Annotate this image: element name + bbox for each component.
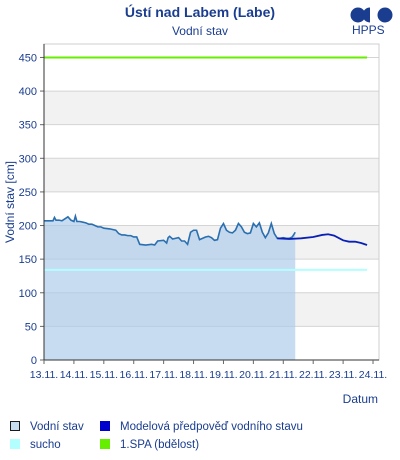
legend-item-spa1: 1.SPA (bdělost) xyxy=(100,439,199,451)
x-tick-label: 17.11. xyxy=(149,369,177,381)
x-tick-label: 22.11. xyxy=(299,369,327,381)
x-tick-label: 15.11. xyxy=(90,369,118,381)
grid-band xyxy=(44,91,379,125)
chart-title: Ústí nad Labem (Labe) xyxy=(124,4,276,20)
hpps-logo-mark xyxy=(350,7,393,23)
y-tick-label: 50 xyxy=(25,321,37,333)
legend-label-drought: sucho xyxy=(30,439,61,451)
x-tick-label: 19.11. xyxy=(209,369,237,381)
hpps-logo xyxy=(348,6,396,42)
observed-area xyxy=(44,216,296,360)
legend-label-spa1: 1.SPA (bdělost) xyxy=(120,439,200,451)
y-tick-label: 350 xyxy=(19,120,37,132)
observed-line xyxy=(44,213,296,247)
x-axis-title: Datum xyxy=(343,392,378,406)
forecast-line xyxy=(277,233,368,246)
x-tick-label: 14.11. xyxy=(60,369,88,381)
chart-subtitle: Vodní stav xyxy=(171,24,229,38)
x-tick-label: 21.11. xyxy=(269,369,297,381)
legend-label-forecast: Modelová předpověď vodního stavu xyxy=(120,421,303,433)
legend-label-observed: Vodní stav xyxy=(30,421,84,433)
y-tick-label: 250 xyxy=(19,187,37,199)
legend: Vodní stav Modelová předpověď vodního st… xyxy=(0,418,400,460)
grid-band xyxy=(44,158,379,192)
legend-swatch-spa1 xyxy=(100,439,110,449)
x-tick-label: 24.11. xyxy=(359,369,387,381)
y-tick-label: 450 xyxy=(19,52,37,64)
legend-item-forecast: Modelová předpověď vodního stavu xyxy=(100,421,303,433)
y-axis-title: Vodní stav [cm] xyxy=(3,161,17,243)
y-tick-label: 0 xyxy=(31,355,37,367)
x-tick-label: 18.11. xyxy=(179,369,207,381)
legend-item-drought: sucho xyxy=(10,439,61,451)
y-tick-label: 300 xyxy=(19,153,37,165)
y-tick-label: 200 xyxy=(19,221,37,233)
y-tick-label: 400 xyxy=(19,86,37,98)
hpps-logo-text: HPPS xyxy=(352,23,385,37)
y-tick-label: 100 xyxy=(19,288,37,300)
legend-swatch-drought xyxy=(10,439,20,449)
y-tick-label: 150 xyxy=(19,254,37,266)
legend-swatch-observed xyxy=(10,421,20,431)
x-tick-label: 13.11. xyxy=(30,369,58,381)
x-tick-label: 23.11. xyxy=(329,369,357,381)
legend-swatch-forecast xyxy=(100,421,110,431)
x-tick-label: 20.11. xyxy=(239,369,267,381)
legend-item-observed: Vodní stav xyxy=(10,421,84,433)
x-tick-label: 16.11. xyxy=(120,369,148,381)
